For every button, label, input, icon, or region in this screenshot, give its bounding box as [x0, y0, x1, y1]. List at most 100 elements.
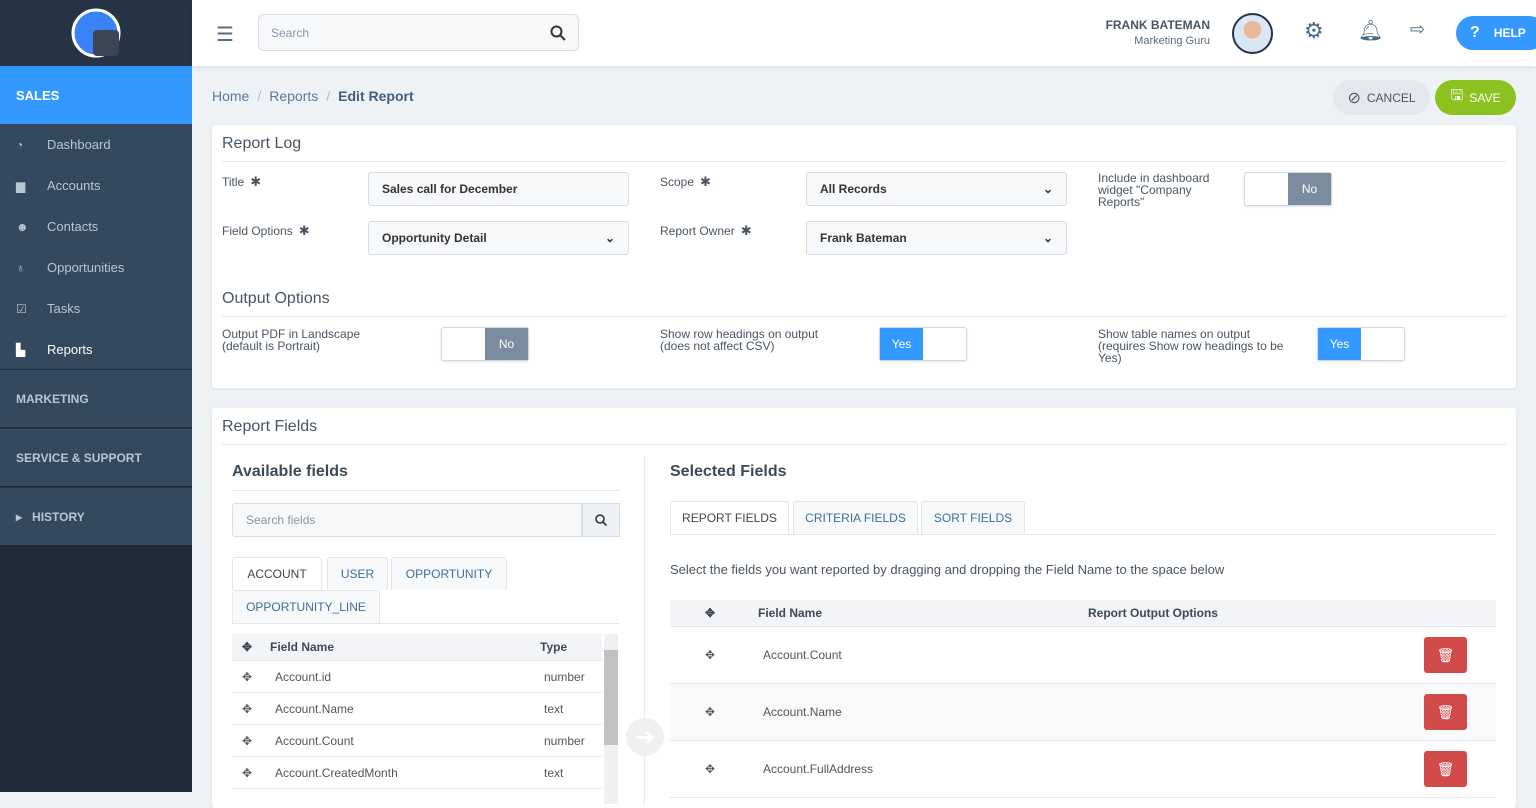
- sidebar-item-label: Tasks: [47, 301, 81, 316]
- chevron-down-icon: ⌄: [1042, 231, 1053, 245]
- logo[interactable]: [0, 0, 192, 66]
- cancel-button[interactable]: ⊘ CANCEL: [1333, 80, 1430, 115]
- row-headings-label: Show row headings on output (does not af…: [660, 327, 819, 353]
- row-headings-toggle[interactable]: Yes: [879, 327, 967, 361]
- table-row[interactable]: ✥ Account.FullAddress 🗑︎: [670, 741, 1496, 798]
- users-icon: ☻: [16, 219, 29, 234]
- sidebar-item-contacts[interactable]: ☻ Contacts: [0, 206, 192, 247]
- tab-user[interactable]: USER: [327, 557, 388, 590]
- toggle-value: Yes: [880, 328, 923, 360]
- sidebar-section-sales[interactable]: SALES: [0, 66, 192, 124]
- title-value: Sales call for December: [382, 182, 518, 196]
- dashboard-widget-label: Include in dashboard widget "Company Rep…: [1098, 171, 1210, 209]
- table-row[interactable]: ✥ Account.Count 🗑︎: [670, 627, 1496, 684]
- caret-right-icon: ▸: [16, 510, 23, 524]
- toggle-value: Yes: [1318, 328, 1361, 360]
- sidebar-item-tasks[interactable]: ☑ Tasks: [0, 288, 192, 329]
- report-owner-label: Report Owner ✱: [660, 223, 752, 238]
- breadcrumb-current: Edit Report: [338, 88, 414, 104]
- table-row[interactable]: ✥ Account.Name text: [232, 693, 602, 725]
- tab-criteria-fields[interactable]: CRITERIA FIELDS: [793, 501, 918, 534]
- scope-select[interactable]: All Records ⌄: [806, 172, 1067, 206]
- arrow-right-circle-icon[interactable]: ➔: [626, 718, 664, 756]
- hamburger-menu-icon[interactable]: ☰: [216, 24, 234, 46]
- title-input[interactable]: Sales call for December: [368, 172, 629, 206]
- sidebar-item-reports[interactable]: ▙ Reports: [0, 329, 192, 370]
- save-disk-icon: 🖫: [1450, 87, 1464, 104]
- sidebar-section-service-support[interactable]: SERVICE & SUPPORT: [0, 428, 192, 486]
- move-icon[interactable]: ✥: [242, 733, 253, 748]
- delete-button[interactable]: 🗑︎: [1424, 637, 1467, 673]
- report-log-card: Report Log Title ✱ Sales call for Decembe…: [212, 125, 1516, 388]
- avatar[interactable]: [1232, 13, 1273, 54]
- user-name: FRANK BATEMAN: [1105, 18, 1210, 32]
- field-name: Account.id: [275, 669, 332, 684]
- sidebar-section-marketing[interactable]: MARKETING: [0, 369, 192, 427]
- field-options-select[interactable]: Opportunity Detail ⌄: [368, 221, 629, 255]
- breadcrumb: Home / Reports / Edit Report: [212, 88, 414, 104]
- sidebar-item-label: Contacts: [47, 219, 99, 234]
- save-button[interactable]: 🖫 SAVE: [1435, 80, 1516, 115]
- settings-gears-icon[interactable]: ⚙: [1304, 18, 1324, 43]
- sidebar-item-dashboard[interactable]: ◔ Dashboard: [0, 124, 192, 165]
- move-icon[interactable]: ✥: [705, 705, 716, 719]
- search-fields-input[interactable]: Search fields: [232, 503, 582, 537]
- briefcase-icon: ▆: [16, 178, 26, 193]
- table-names-toggle[interactable]: Yes: [1317, 327, 1405, 361]
- trash-icon: 🗑︎: [1436, 646, 1455, 663]
- file-icon: ▙: [16, 342, 26, 357]
- user-role: Marketing Guru: [1134, 35, 1210, 47]
- lightbulb-icon: ♁: [16, 260, 25, 275]
- breadcrumb-home[interactable]: Home: [212, 88, 250, 104]
- table-row[interactable]: ✥ Account.Name 🗑︎: [670, 684, 1496, 741]
- trash-icon: 🗑︎: [1436, 703, 1455, 720]
- instruction-text: Select the fields you want reported by d…: [670, 562, 1225, 577]
- table-row[interactable]: ✥ Account.Count number: [232, 725, 602, 757]
- sidebar-item-label: Accounts: [47, 178, 101, 193]
- sidebar-item-label: Opportunities: [47, 260, 125, 275]
- tab-account[interactable]: ACCOUNT: [232, 557, 322, 590]
- delete-button[interactable]: 🗑︎: [1424, 751, 1467, 787]
- field-name: Account.Name: [763, 705, 842, 719]
- landscape-toggle[interactable]: No: [441, 327, 529, 361]
- table-row[interactable]: ✥ Account.CreatedMonth text: [232, 757, 602, 789]
- column-header: Report Output Options: [1088, 606, 1218, 620]
- sidebar-item-label: Dashboard: [47, 137, 111, 152]
- move-icon[interactable]: ✥: [242, 669, 253, 684]
- move-icon: ✥: [705, 606, 716, 620]
- chevron-down-icon: ⌄: [604, 231, 615, 245]
- table-row[interactable]: ✥ Account.id number: [232, 661, 602, 693]
- delete-button[interactable]: 🗑︎: [1424, 694, 1467, 730]
- top-header: ☰ Search FRANK BATEMAN Marketing Guru ⚙ …: [192, 0, 1536, 66]
- search-fields: Search fields: [232, 503, 620, 537]
- sidebar-item-opportunities[interactable]: ♁ Opportunities: [0, 247, 192, 288]
- sidebar-item-accounts[interactable]: ▆ Accounts: [0, 165, 192, 206]
- logout-icon[interactable]: ⇨: [1410, 19, 1426, 39]
- bell-icon[interactable]: 🔔︎: [1358, 20, 1384, 42]
- chevron-down-icon: ⌄: [1042, 182, 1053, 196]
- ban-icon: ⊘: [1347, 89, 1361, 107]
- sidebar-section-history[interactable]: ▸ HISTORY: [0, 487, 192, 545]
- move-icon[interactable]: ✥: [705, 762, 716, 776]
- move-icon[interactable]: ✥: [242, 701, 253, 716]
- search-fields-button[interactable]: [582, 503, 620, 537]
- scope-value: All Records: [820, 182, 887, 196]
- tab-opportunity-line[interactable]: OPPORTUNITY_LINE: [232, 590, 380, 623]
- search-icon[interactable]: [550, 25, 566, 41]
- search-input[interactable]: Search: [258, 14, 579, 51]
- tab-sort-fields[interactable]: SORT FIELDS: [921, 501, 1025, 534]
- sidebar-item-label: Reports: [47, 342, 93, 357]
- report-owner-select[interactable]: Frank Bateman ⌄: [806, 221, 1067, 255]
- tab-report-fields[interactable]: REPORT FIELDS: [670, 501, 789, 534]
- move-icon[interactable]: ✥: [705, 648, 716, 662]
- move-icon[interactable]: ✥: [242, 765, 253, 780]
- help-button[interactable]: ? HELP: [1456, 16, 1536, 50]
- tab-opportunity[interactable]: OPPORTUNITY: [391, 557, 507, 590]
- scrollbar[interactable]: [604, 634, 618, 804]
- help-label: HELP: [1493, 26, 1526, 40]
- field-name: Account.CreatedMonth: [275, 765, 398, 780]
- field-name: Account.Count: [763, 648, 842, 662]
- column-header: Field Name: [758, 606, 823, 620]
- breadcrumb-reports[interactable]: Reports: [269, 88, 319, 104]
- dashboard-widget-toggle[interactable]: No: [1244, 172, 1332, 206]
